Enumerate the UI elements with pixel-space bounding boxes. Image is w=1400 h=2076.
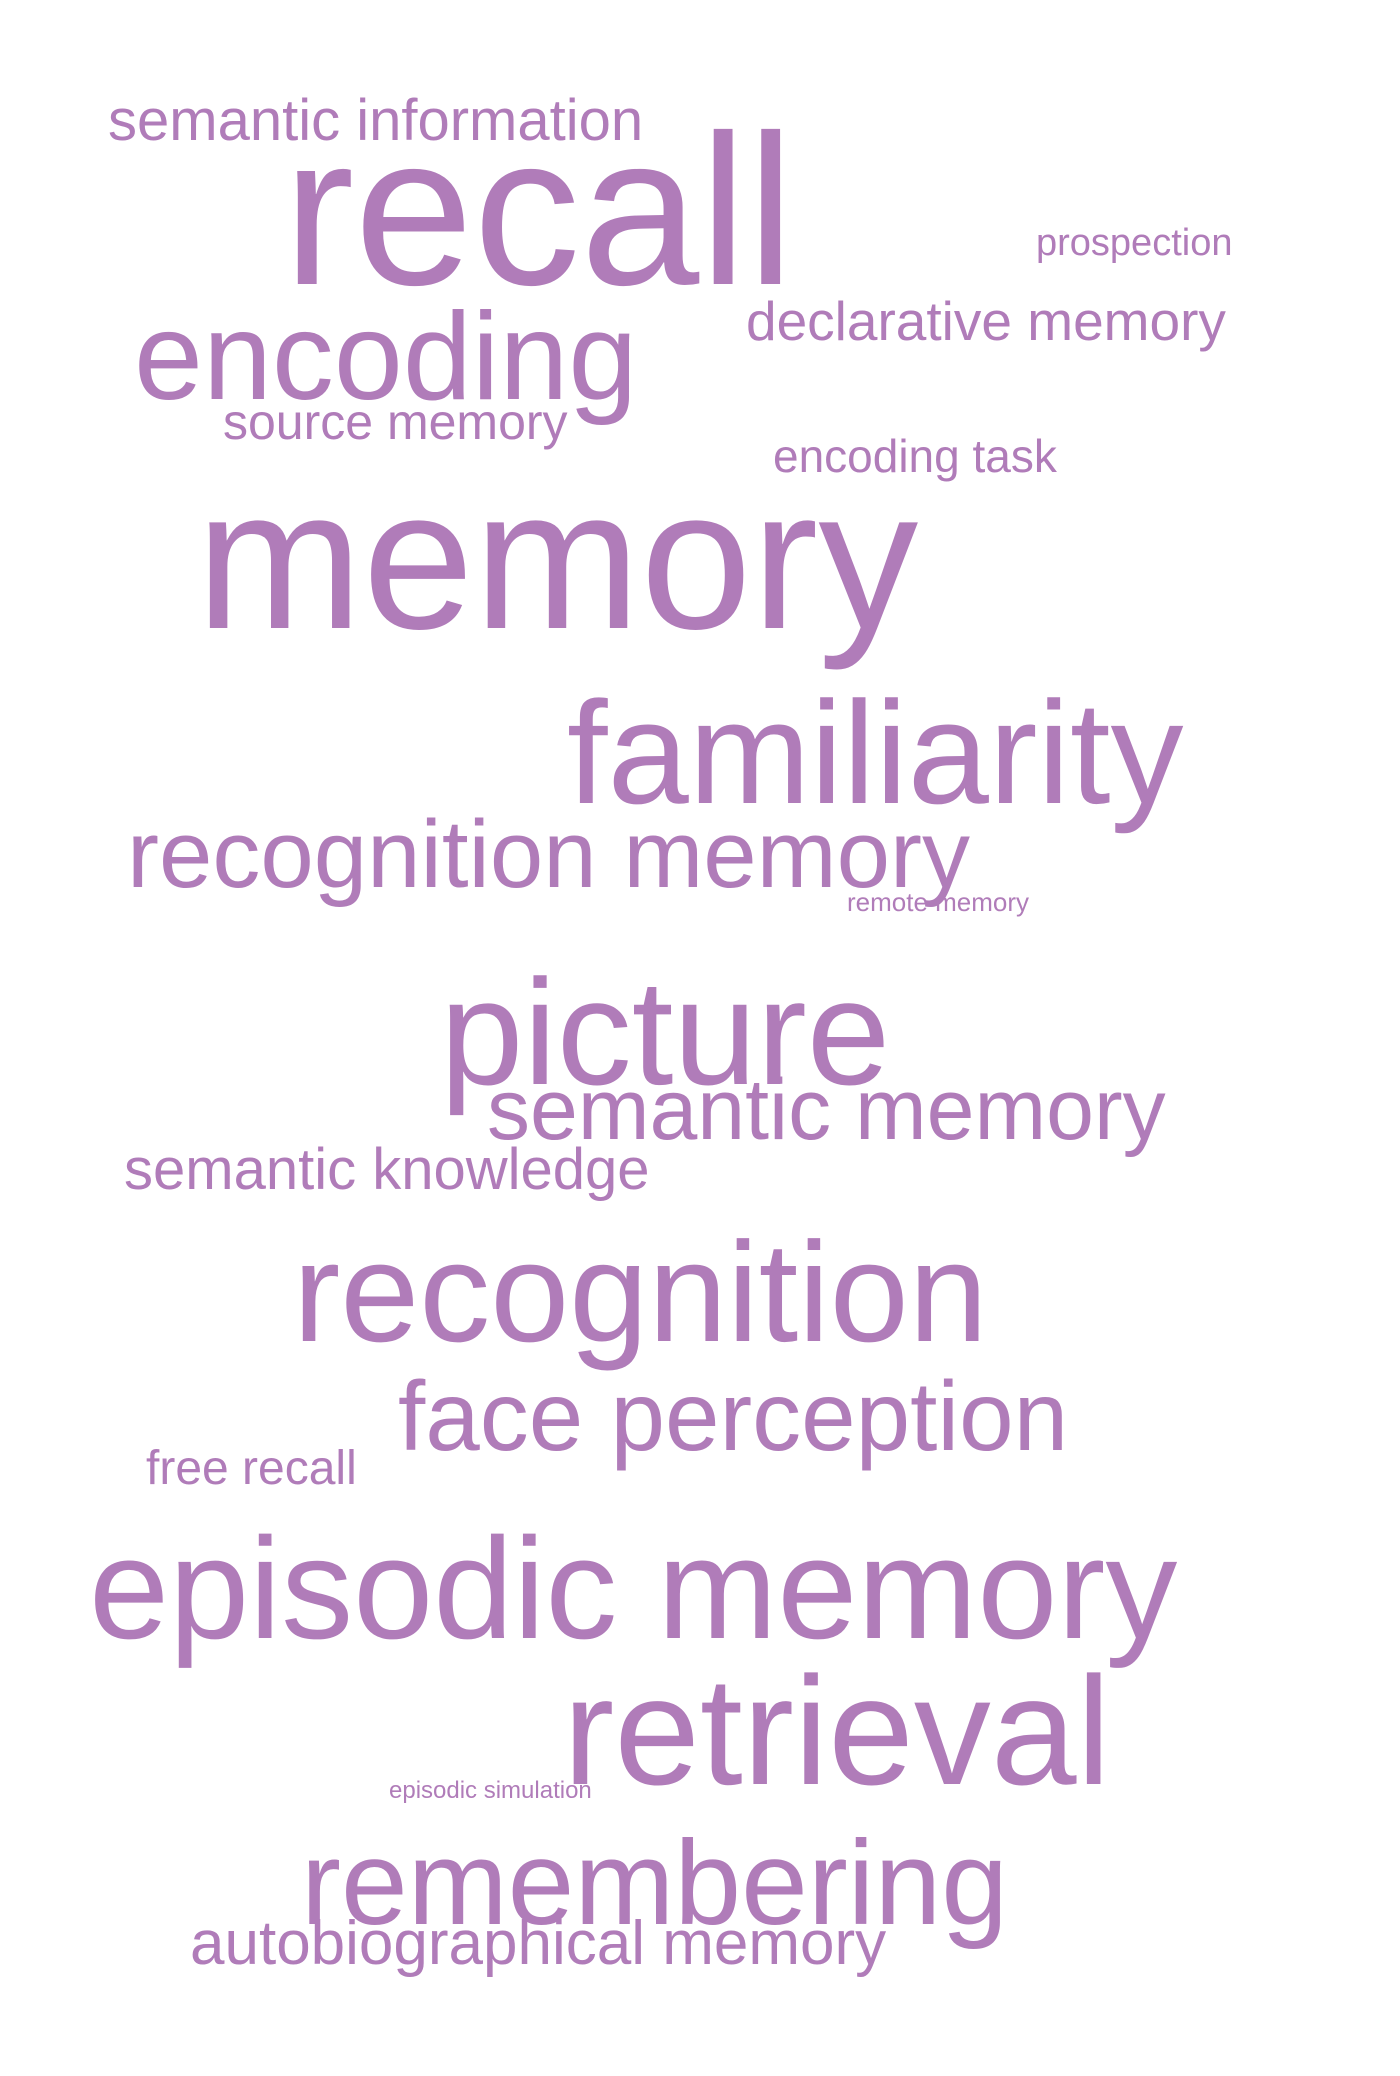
word-free-recall: free recall [146, 1442, 357, 1495]
word-recognition-memory: recognition memory [127, 801, 970, 908]
word-prospection: prospection [1036, 222, 1233, 264]
word-familiarity: familiarity [567, 671, 1184, 834]
word-remote-memory: remote memory [847, 887, 1030, 917]
word-memory: memory [196, 448, 919, 671]
word-remembering: remembering [301, 1816, 1008, 1950]
word-recognition: recognition [293, 1213, 988, 1372]
word-picture: picture [440, 948, 891, 1116]
word-autobiographical-memory: autobiographical memory [190, 1909, 887, 1978]
word-declarative-memory: declarative memory [746, 290, 1226, 352]
word-encoding-task: encoding task [773, 430, 1057, 482]
word-episodic-simulation: episodic simulation [389, 1777, 592, 1804]
word-semantic-memory: semantic memory [487, 1062, 1166, 1158]
word-retrieval: retrieval [563, 1645, 1111, 1817]
word-semantic-knowledge: semantic knowledge [124, 1137, 650, 1202]
word-recall: recall [283, 91, 795, 330]
word-encoding: encoding [134, 288, 638, 426]
word-semantic-information: semantic information [108, 88, 644, 153]
word-source-memory: source memory [223, 394, 568, 450]
word-face-perception: face perception [398, 1361, 1069, 1471]
word-episodic-memory: episodic memory [89, 1508, 1178, 1669]
